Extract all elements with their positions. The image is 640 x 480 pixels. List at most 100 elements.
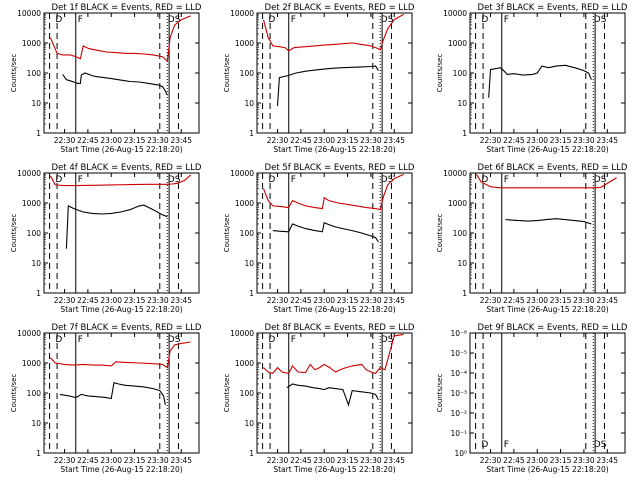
events-series-line bbox=[65, 204, 168, 249]
y-tick-label: 10000 bbox=[17, 169, 41, 178]
chart-title: Det 3f BLACK = Events, RED = LLD bbox=[478, 3, 628, 13]
x-tick-label: 23:00 bbox=[526, 136, 548, 145]
marker-label-d: D bbox=[481, 15, 488, 25]
marker-label-ds: DS bbox=[381, 15, 394, 25]
x-tick-label: 23:30 bbox=[147, 456, 169, 465]
y-tick-label: 10⁻² bbox=[450, 409, 467, 418]
y-tick-label: 10⁻³ bbox=[450, 389, 467, 398]
x-tick-label: 23:00 bbox=[526, 456, 548, 465]
x-tick-label: 23:30 bbox=[147, 136, 169, 145]
x-tick-label: 23:30 bbox=[360, 296, 382, 305]
y-tick-label: 100 bbox=[27, 389, 42, 398]
y-tick-label: 10 bbox=[244, 259, 254, 268]
events-series-line bbox=[62, 72, 168, 96]
chart-title: Det 9f BLACK = Events, RED = LLD bbox=[478, 323, 628, 333]
y-tick-label: 10 bbox=[31, 419, 41, 428]
plot-frame bbox=[43, 332, 200, 454]
events-series-line bbox=[272, 221, 379, 243]
marker-label-f: F bbox=[78, 335, 83, 345]
x-tick-label: 23:00 bbox=[100, 136, 122, 145]
chart-title: Det 5f BLACK = Events, RED = LLD bbox=[265, 163, 415, 173]
x-tick-label: 23:00 bbox=[313, 136, 335, 145]
marker-label-d: D bbox=[268, 335, 275, 345]
x-tick-label: 23:15 bbox=[124, 456, 146, 465]
y-axis-label: Counts/sec bbox=[436, 54, 444, 93]
y-tick-label: 1 bbox=[249, 289, 254, 298]
x-tick-label: 23:15 bbox=[124, 296, 146, 305]
x-axis-label: Start Time (26-Aug-15 22:18:20) bbox=[273, 305, 395, 314]
x-tick-label: 23:00 bbox=[526, 296, 548, 305]
y-tick-label: 100 bbox=[453, 229, 468, 238]
y-tick-label: 100 bbox=[240, 389, 255, 398]
x-tick-label: 22:45 bbox=[503, 136, 525, 145]
y-tick-label: 10 bbox=[457, 259, 467, 268]
y-axis-label: Counts/sec bbox=[10, 214, 18, 253]
events-series-line bbox=[59, 382, 166, 406]
x-tick-label: 22:30 bbox=[54, 296, 76, 305]
x-tick-label: 23:15 bbox=[124, 136, 146, 145]
y-tick-label: 1000 bbox=[235, 359, 254, 368]
marker-label-d: D bbox=[55, 335, 62, 345]
x-tick-label: 22:30 bbox=[480, 296, 502, 305]
chart-panel-3: Det 3f BLACK = Events, RED = LLD 1 10 100 10… bbox=[436, 3, 628, 154]
marker-label-d: D bbox=[268, 175, 275, 185]
x-axis-label: Start Time (26-Aug-15 22:18:20) bbox=[60, 145, 182, 154]
x-tick-label: 23:45 bbox=[596, 136, 618, 145]
x-tick-label: 23:45 bbox=[170, 136, 192, 145]
x-axis-label: Start Time (26-Aug-15 22:18:20) bbox=[486, 465, 608, 474]
chart-panel-6: Det 6f BLACK = Events, RED = LLD 1 10 100 10… bbox=[436, 163, 628, 314]
y-tick-label: 10⁻⁵ bbox=[450, 349, 467, 358]
x-tick-label: 22:45 bbox=[77, 456, 99, 465]
lld-series-line bbox=[262, 13, 404, 52]
marker-label-f: F bbox=[291, 15, 296, 25]
marker-label-f: F bbox=[504, 440, 509, 450]
chart-title: Det 7f BLACK = Events, RED = LLD bbox=[52, 323, 202, 333]
lld-series-line bbox=[50, 174, 191, 187]
y-tick-label: 10 bbox=[244, 419, 254, 428]
y-tick-label: 10⁰ bbox=[454, 449, 467, 458]
events-series-line bbox=[286, 383, 379, 407]
events-series-line bbox=[488, 64, 592, 98]
x-tick-label: 23:00 bbox=[313, 456, 335, 465]
x-axis-label: Start Time (26-Aug-15 22:18:20) bbox=[273, 465, 395, 474]
chart-panel-1: Det 1f BLACK = Events, RED = LLD 1 10 100 10… bbox=[10, 3, 202, 154]
x-tick-label: 22:45 bbox=[290, 136, 312, 145]
x-axis-label: Start Time (26-Aug-15 22:18:20) bbox=[60, 465, 182, 474]
chart-panel-5: Det 5f BLACK = Events, RED = LLD 1 10 100 10… bbox=[223, 163, 415, 314]
x-tick-label: 22:30 bbox=[267, 136, 289, 145]
y-tick-label: 10⁻¹ bbox=[450, 429, 467, 438]
marker-label-ds: DS bbox=[594, 175, 607, 185]
lld-series-line bbox=[476, 174, 617, 189]
x-tick-label: 23:15 bbox=[337, 136, 359, 145]
plot-frame bbox=[256, 172, 413, 294]
y-axis-label: Counts/sec bbox=[436, 374, 444, 413]
chart-title: Det 6f BLACK = Events, RED = LLD bbox=[478, 163, 628, 173]
plot-frame bbox=[256, 12, 413, 134]
y-tick-label: 1000 bbox=[448, 39, 467, 48]
marker-label-ds: DS bbox=[594, 15, 607, 25]
marker-label-d: D bbox=[481, 440, 488, 450]
x-axis-label: Start Time (26-Aug-15 22:18:20) bbox=[486, 145, 608, 154]
marker-label-ds: DS bbox=[381, 175, 394, 185]
chart-title: Det 1f BLACK = Events, RED = LLD bbox=[52, 3, 202, 13]
x-tick-label: 23:45 bbox=[170, 456, 192, 465]
x-tick-label: 23:15 bbox=[550, 296, 572, 305]
x-tick-label: 23:45 bbox=[383, 136, 405, 145]
y-tick-label: 100 bbox=[27, 69, 42, 78]
x-tick-label: 23:30 bbox=[573, 296, 595, 305]
x-tick-label: 23:30 bbox=[573, 456, 595, 465]
chart-title: Det 4f BLACK = Events, RED = LLD bbox=[52, 163, 202, 173]
plot-frame bbox=[43, 12, 200, 134]
x-tick-label: 23:15 bbox=[337, 296, 359, 305]
y-tick-label: 10000 bbox=[230, 329, 254, 338]
x-tick-label: 22:45 bbox=[77, 136, 99, 145]
plot-frame bbox=[469, 172, 626, 294]
marker-label-f: F bbox=[291, 175, 296, 185]
marker-label-f: F bbox=[504, 175, 509, 185]
y-tick-label: 1 bbox=[462, 129, 467, 138]
x-tick-label: 23:00 bbox=[313, 296, 335, 305]
marker-label-ds: DS bbox=[381, 335, 394, 345]
y-axis-label: Counts/sec bbox=[223, 214, 231, 253]
y-tick-label: 10 bbox=[31, 259, 41, 268]
